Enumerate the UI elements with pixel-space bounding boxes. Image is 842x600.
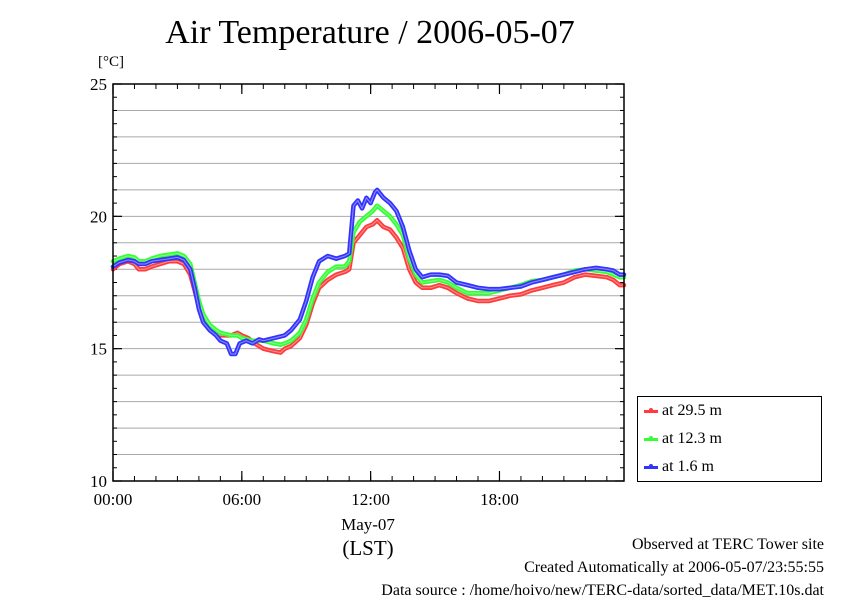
y-tick-label: 20 — [90, 207, 107, 226]
y-tick-label: 15 — [90, 340, 107, 359]
legend-swatch-12-3m — [644, 436, 658, 441]
series-highlight-0 — [112, 219, 624, 354]
x-tick-label: 12:00 — [351, 490, 390, 509]
legend-label-1-6m: at 1.6 m — [662, 458, 714, 475]
x-axis-date-label: May-07 — [341, 515, 395, 534]
y-tick-label: 25 — [90, 75, 107, 94]
legend-item-1-6m: at 1.6 m — [644, 457, 714, 477]
minor-ticks — [112, 83, 624, 482]
grid-lines — [113, 109, 624, 456]
y-tick-label: 10 — [90, 472, 107, 491]
legend-label-12-3m: at 12.3 m — [662, 430, 722, 447]
y-axis-unit: [°C] — [98, 54, 124, 70]
legend-item-12-3m: at 12.3 m — [644, 429, 722, 449]
series-lines — [110, 187, 627, 357]
x-axis-timezone-label: (LST) — [342, 536, 394, 560]
x-tick-label: 00:00 — [94, 490, 133, 509]
legend-label-29-5m: at 29.5 m — [662, 402, 722, 419]
legend-item-29-5m: at 29.5 m — [644, 401, 722, 421]
series-line-2 — [110, 187, 627, 357]
x-axis-ticks: 00:00 06:00 12:00 18:00 — [94, 84, 519, 509]
legend-swatch-1-6m — [644, 464, 658, 469]
chart-title: Air Temperature / 2006-05-07 — [165, 14, 575, 51]
plot-frame — [112, 83, 625, 482]
legend: at 29.5 m at 12.3 m at 1.6 m — [637, 396, 822, 482]
created-timestamp-note: Created Automatically at 2006-05-07/23:5… — [524, 559, 824, 576]
x-tick-label: 06:00 — [222, 490, 261, 509]
legend-swatch-29-5m — [644, 408, 658, 413]
series-highlight-2 — [112, 189, 624, 355]
observed-site-note: Observed at TERC Tower site — [631, 536, 824, 553]
x-tick-label: 18:00 — [480, 490, 519, 509]
y-axis-ticks: 10 15 20 25 — [90, 75, 624, 491]
data-source-note: Data source : /home/hoivo/new/TERC-data/… — [381, 582, 824, 599]
